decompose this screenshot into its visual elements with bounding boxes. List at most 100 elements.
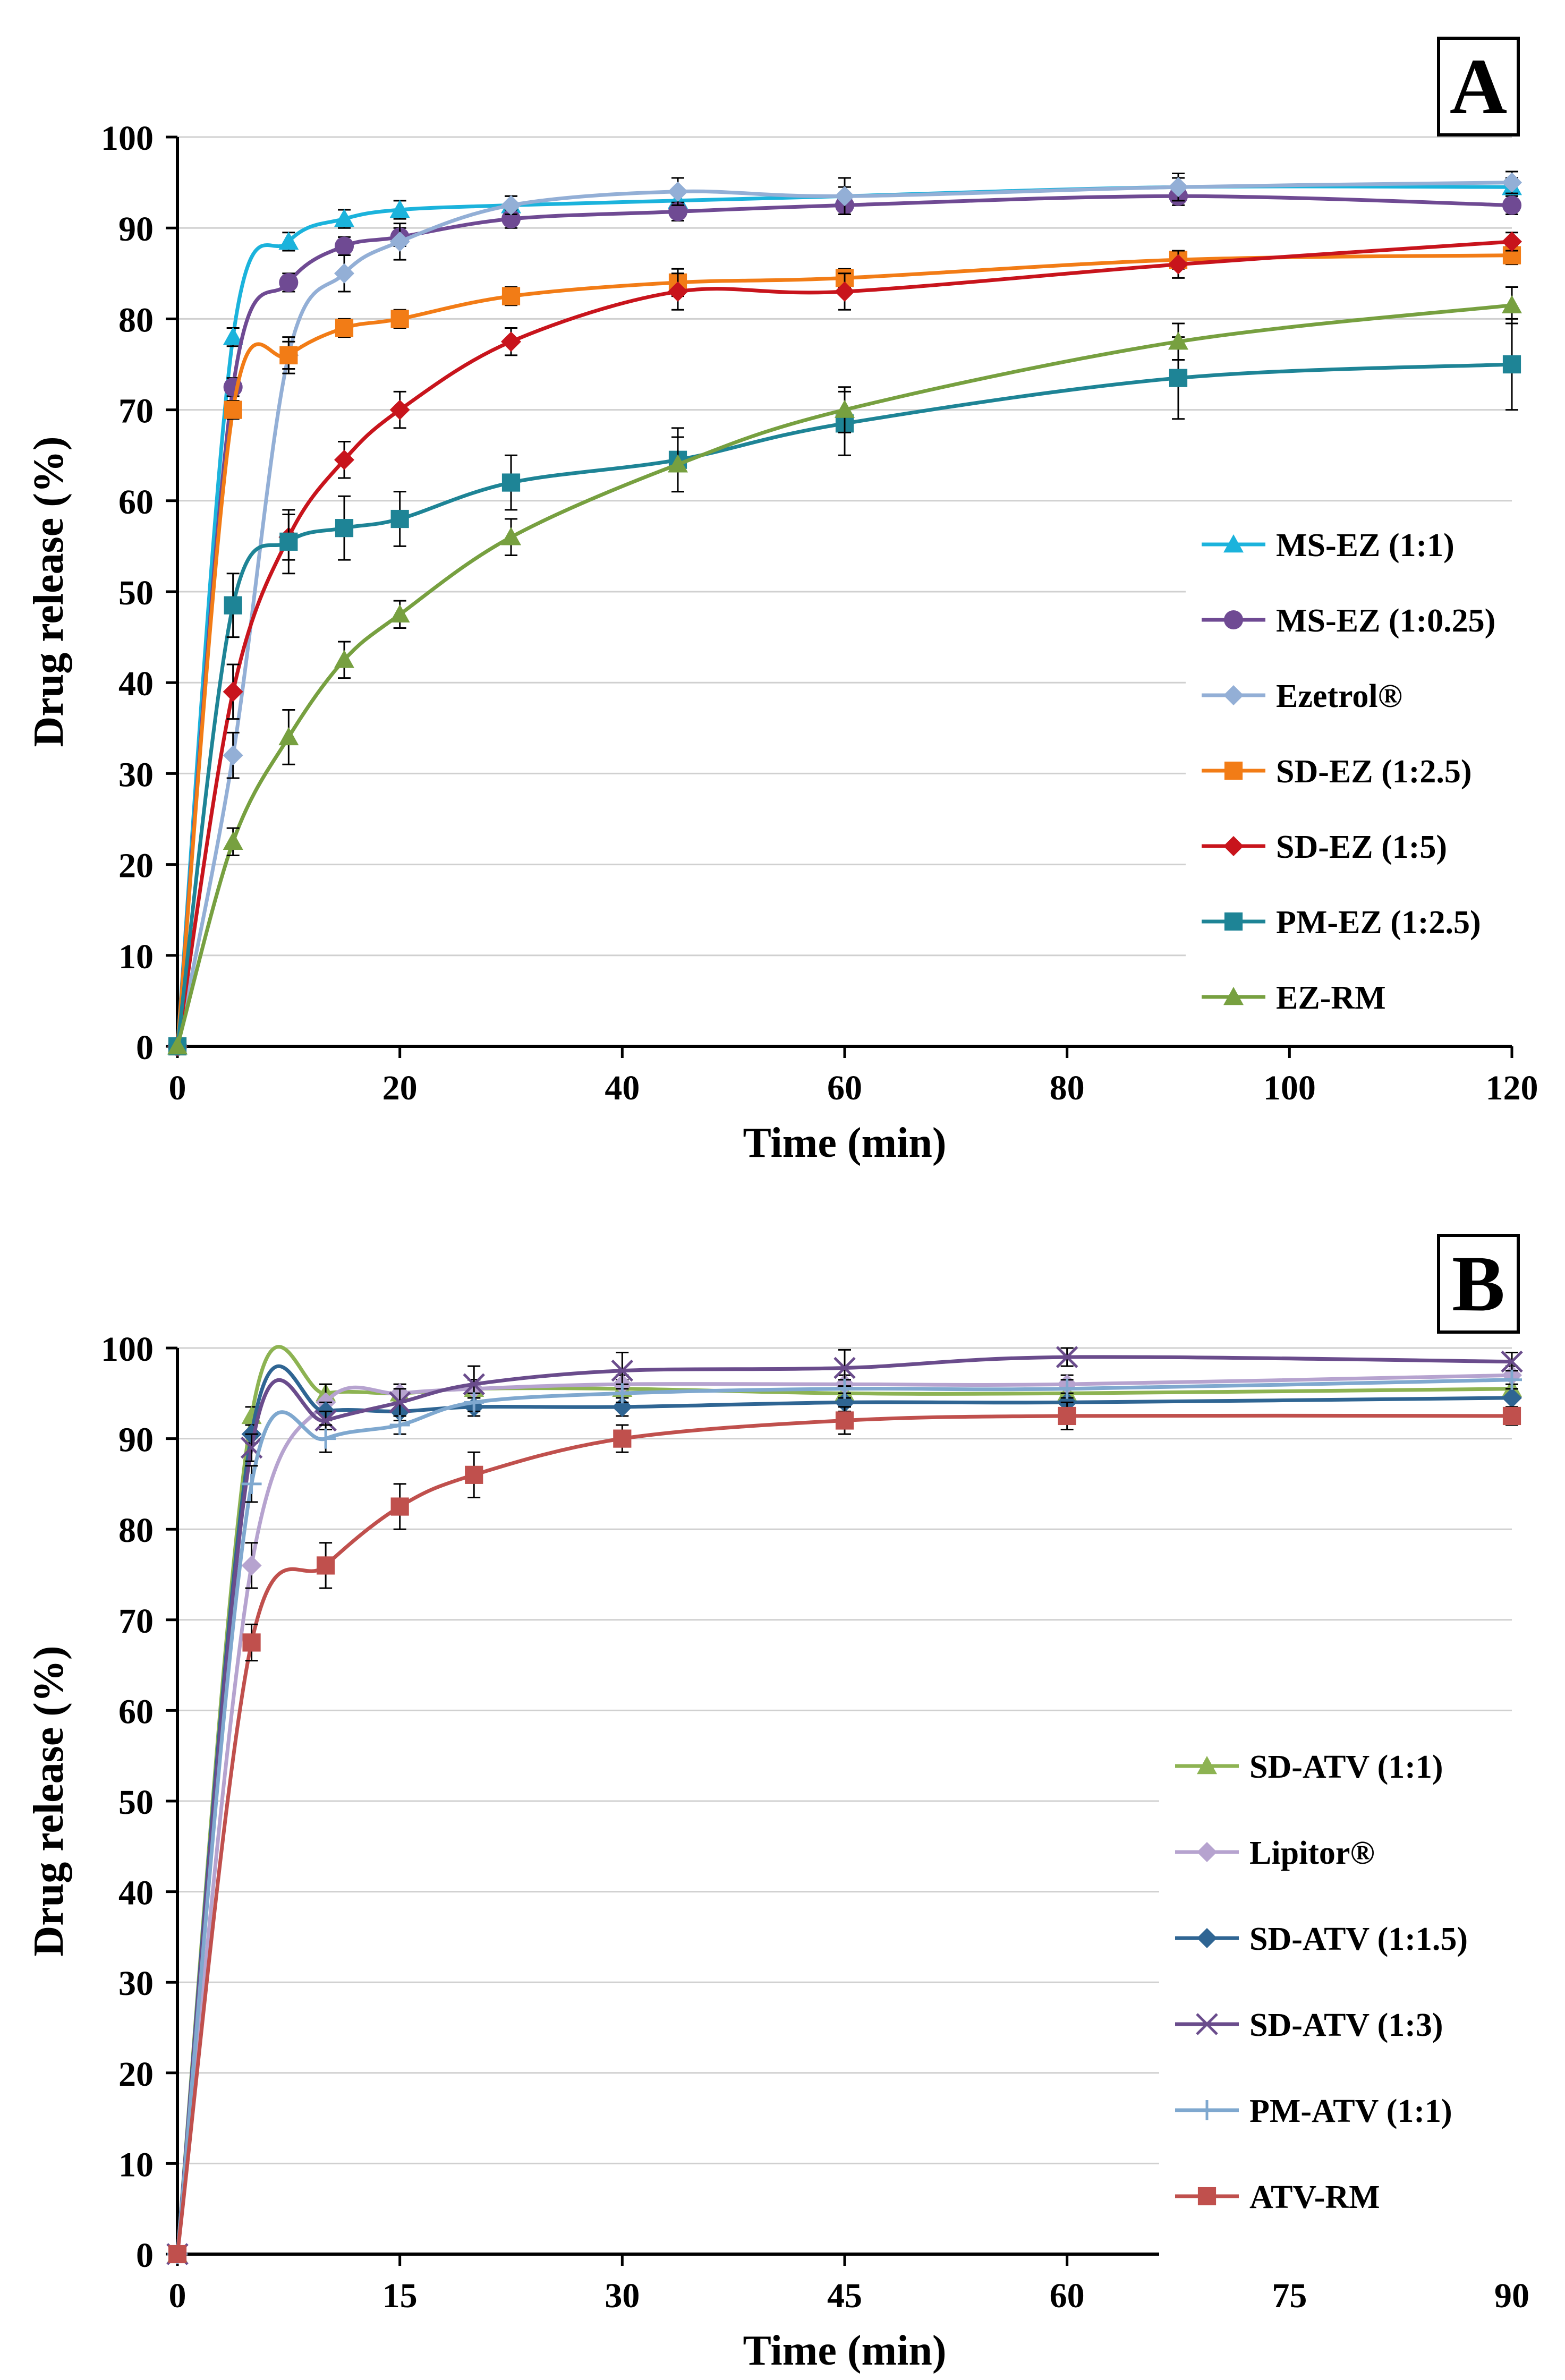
data-point: [835, 281, 855, 302]
legend-marker: [1197, 2187, 1217, 2206]
series-line: [175, 253, 1512, 1047]
data-point: [241, 1473, 262, 1494]
data-point: [501, 473, 521, 492]
data-point: [1056, 1346, 1078, 1368]
y-tick-label: 90: [118, 1421, 154, 1460]
legend-label: ATV-RM: [1249, 2179, 1380, 2215]
data-point: [279, 272, 299, 292]
data-point: [389, 231, 410, 252]
data-point: [611, 1359, 634, 1382]
data-point: [835, 399, 855, 418]
x-tick-label: 30: [605, 2276, 640, 2315]
x-tick-label: 15: [382, 2276, 418, 2315]
data-point: [390, 509, 409, 528]
panel-label: A: [1450, 42, 1507, 131]
series-line: [175, 194, 1512, 1047]
data-point: [335, 319, 354, 337]
legend-label: Lipitor®: [1249, 1835, 1375, 1871]
legend-entry: Lipitor®: [1175, 1835, 1375, 1871]
series-5: [168, 1401, 1521, 2264]
panel-label: B: [1452, 1240, 1505, 1328]
data-point: [668, 181, 688, 202]
data-point: [1168, 177, 1188, 198]
data-point: [278, 727, 299, 746]
legend-marker: [1223, 534, 1244, 553]
data-point: [390, 1497, 409, 1516]
data-point: [668, 202, 688, 221]
legend-label: SD-ATV (1:1.5): [1249, 1921, 1468, 1957]
legend-marker: [1224, 912, 1243, 931]
y-tick-label: 70: [118, 392, 154, 431]
data-point: [1502, 195, 1522, 215]
data-point: [224, 596, 242, 615]
legend-marker: [1196, 2013, 1218, 2035]
legend-label: PM-ATV (1:1): [1249, 2093, 1452, 2129]
data-point: [223, 327, 243, 345]
panel-badge: [1437, 37, 1520, 137]
panel-badge: [1437, 1234, 1520, 1334]
y-tick-label: 100: [101, 119, 154, 158]
y-tick-label: 40: [118, 1874, 154, 1913]
data-point: [223, 745, 243, 766]
x-axis-title: Time (min): [743, 1120, 947, 1166]
legend-entry: MS-EZ (1:1): [1202, 527, 1455, 564]
data-point: [835, 186, 855, 207]
x-tick-label: 120: [1486, 1069, 1538, 1107]
y-tick-label: 100: [101, 1330, 154, 1369]
data-point: [668, 454, 688, 473]
legend-label: MS-EZ (1:1): [1276, 527, 1455, 564]
series-5: [168, 318, 1521, 1056]
series-4: [167, 231, 1522, 1056]
legend-entry: PM-ATV (1:1): [1175, 2093, 1452, 2129]
data-point: [279, 346, 298, 364]
data-point: [334, 209, 354, 227]
data-point: [241, 1555, 262, 1576]
y-tick-label: 30: [118, 1964, 154, 2003]
x-axis-title: Time (min): [743, 2327, 947, 2374]
y-tick-label: 40: [118, 664, 154, 703]
data-point: [612, 1383, 633, 1404]
legend-label: SD-ATV (1:3): [1249, 2007, 1443, 2043]
data-point: [501, 287, 521, 305]
data-point: [1057, 1378, 1077, 1399]
y-tick-label: 80: [118, 1511, 154, 1550]
legend-marker: [1224, 761, 1243, 780]
x-tick-label: 0: [169, 2276, 186, 2315]
data-point: [835, 1378, 855, 1399]
y-tick-label: 20: [118, 2055, 154, 2094]
legend-entry: SD-ATV (1:3): [1175, 2007, 1443, 2043]
y-tick-label: 50: [118, 1783, 154, 1822]
data-point: [501, 195, 521, 216]
data-point: [1502, 355, 1521, 374]
legend-entry: PM-EZ (1:2.5): [1202, 905, 1481, 941]
y-tick-label: 80: [118, 301, 154, 339]
data-point: [1502, 295, 1522, 313]
data-point: [389, 1415, 410, 1436]
data-point: [317, 1556, 335, 1575]
data-point: [1502, 1369, 1522, 1390]
data-point: [389, 604, 410, 622]
data-point: [613, 1429, 632, 1448]
series-6: [167, 286, 1522, 1055]
data-point: [389, 399, 410, 420]
data-point: [168, 2245, 187, 2264]
data-point: [1502, 1387, 1522, 1408]
legend-marker: [1223, 610, 1244, 630]
data-point: [388, 1391, 411, 1414]
data-point: [316, 1428, 336, 1449]
chart-panel-a: 0 10 20 30 40 50 60 70 80 90 100 0 20 40 60 80 100 120 Tim…: [25, 37, 1538, 1166]
legend-marker: [1197, 2100, 1217, 2120]
x-tick-label: 0: [169, 1069, 186, 1107]
legend-marker: [1197, 1928, 1217, 1948]
legend-marker: [1223, 836, 1244, 856]
x-tick-label: 40: [605, 1069, 640, 1107]
data-point: [334, 449, 354, 470]
data-point: [334, 650, 354, 668]
legend-label: SD-ATV (1:1): [1249, 1749, 1443, 1785]
data-point: [279, 532, 298, 551]
data-point: [464, 1392, 484, 1413]
series-line: [175, 303, 1512, 1047]
